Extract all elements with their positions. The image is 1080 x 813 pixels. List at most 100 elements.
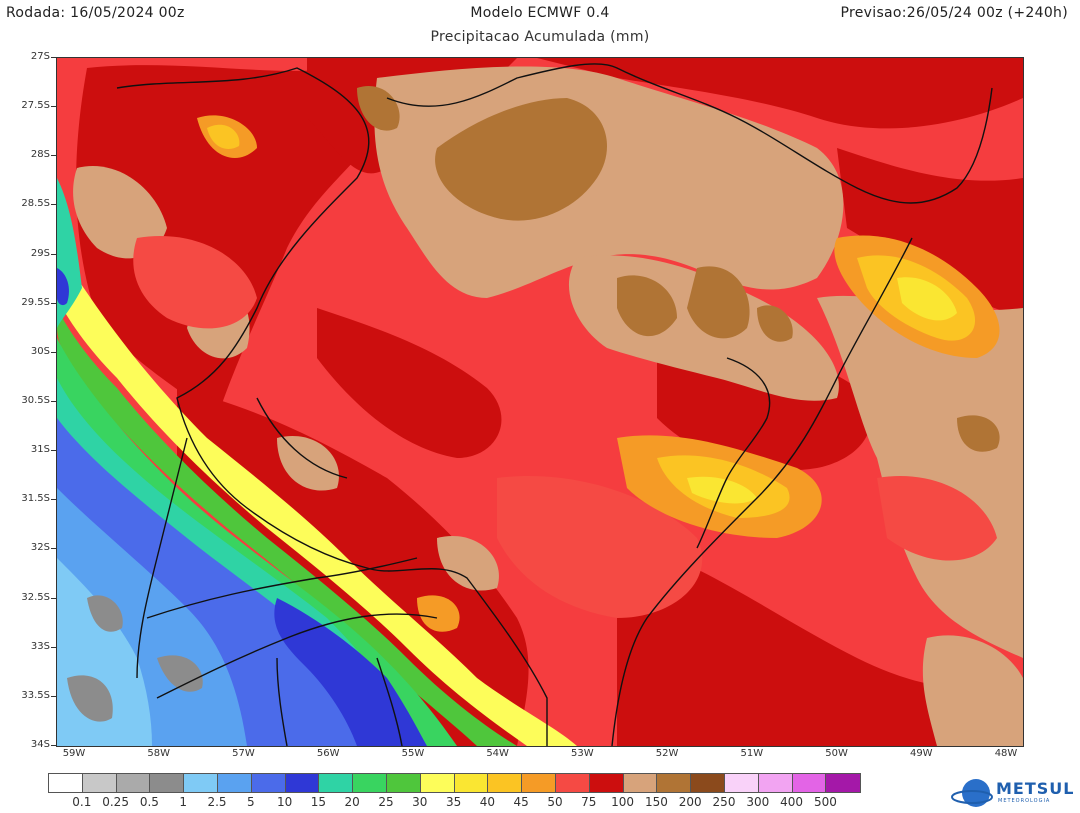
lat-tick — [51, 597, 56, 599]
legend-swatch — [691, 774, 725, 792]
legend-value: 45 — [513, 795, 529, 809]
map-subtitle: Precipitacao Acumulada (mm) — [430, 29, 650, 45]
legend-value: 2.5 — [207, 795, 227, 809]
legend-value: 0.5 — [139, 795, 159, 809]
lat-label: 28S — [30, 149, 50, 161]
legend-value: 100 — [611, 795, 635, 809]
lat-tick — [51, 745, 56, 746]
lon-label: 56W — [316, 748, 340, 759]
lat-label: 32.5S — [21, 591, 50, 603]
legend-swatch — [522, 774, 556, 792]
legend-swatch — [150, 774, 185, 792]
lat-tick — [51, 57, 56, 58]
legend-swatch — [589, 774, 624, 792]
lat-label: 31S — [30, 444, 50, 456]
field-5-10 — [274, 598, 427, 746]
lon-label: 53W — [571, 748, 594, 759]
legend-swatch — [251, 774, 286, 792]
model-title: Modelo ECMWF 0.4 — [470, 5, 610, 21]
legend-swatch — [555, 774, 590, 792]
legend-value: 15 — [310, 795, 327, 809]
legend-swatch — [488, 774, 523, 792]
legend-swatch — [285, 774, 320, 792]
forecast-label: Previsao:26/05/24 00z (+240h) — [840, 5, 1068, 21]
metsul-logo: METSUL METEOROLOGIA — [950, 777, 1075, 809]
legend-swatch — [826, 774, 861, 792]
lat-label: 33S — [30, 640, 50, 652]
legend-value: 200 — [678, 795, 702, 809]
lon-label: 55W — [401, 748, 425, 759]
lon-label: 51W — [740, 748, 764, 759]
lat-tick — [51, 106, 56, 108]
legend-value: 0.1 — [72, 795, 92, 809]
map-canvas — [57, 58, 1023, 746]
lat-label: 29.5S — [21, 296, 50, 308]
legend-swatch — [792, 774, 827, 792]
lon-label: 59W — [62, 748, 86, 759]
political-borders — [116, 63, 993, 746]
lat-label: 29S — [30, 247, 50, 259]
precipitation-legend — [48, 773, 862, 793]
field-0.5-1 — [67, 595, 203, 722]
lon-label: 48W — [994, 748, 1018, 759]
legend-swatch — [217, 774, 252, 792]
lat-tick — [51, 646, 56, 648]
legend-value: 35 — [445, 795, 462, 809]
legend-swatch — [49, 774, 83, 792]
legend-value: 75 — [581, 795, 597, 809]
legend-swatch — [724, 774, 759, 792]
legend-value: 500 — [813, 795, 837, 809]
lon-label: 57W — [232, 748, 255, 759]
lat-label: 32S — [30, 542, 50, 554]
lon-label: 52W — [655, 748, 679, 759]
lat-tick — [51, 155, 56, 157]
legend-value: 10 — [276, 795, 293, 809]
legend-swatch — [184, 774, 218, 792]
lat-tick — [51, 351, 56, 353]
field-30-35 — [57, 278, 577, 746]
legend-value: 5 — [246, 795, 255, 809]
lat-label: 28.5S — [21, 198, 50, 210]
lon-label: 49W — [909, 748, 933, 759]
run-label: Rodada: 16/05/2024 00z — [6, 5, 185, 21]
legend-swatch — [116, 774, 151, 792]
lat-label: 27.5S — [21, 100, 50, 112]
lat-tick — [51, 302, 56, 304]
legend-value: 30 — [412, 795, 428, 809]
legend-value: 0.25 — [102, 795, 129, 809]
field-20-25 — [57, 338, 457, 746]
legend-swatch — [454, 774, 489, 792]
lat-tick — [51, 450, 56, 452]
legend-value: 25 — [378, 795, 394, 809]
legend-swatch — [319, 774, 354, 792]
legend-swatch — [420, 774, 455, 792]
lon-label: 50W — [825, 748, 848, 759]
legend-value: 1 — [179, 795, 188, 809]
legend-value: 250 — [712, 795, 736, 809]
legend-value: 50 — [547, 795, 563, 809]
lat-label: 27S — [30, 51, 50, 62]
legend-swatch — [82, 774, 117, 792]
legend-value: 400 — [780, 795, 804, 809]
field-150-200 — [357, 86, 1000, 452]
legend-value: 40 — [479, 795, 496, 809]
logo-name: METSUL — [996, 779, 1075, 798]
lat-label: 31.5S — [21, 493, 50, 505]
lat-label: 33.5S — [21, 689, 50, 701]
legend-value: 300 — [746, 795, 770, 809]
legend-value: 150 — [644, 795, 668, 809]
legend-swatch — [657, 774, 692, 792]
lat-tick — [51, 695, 56, 697]
legend-swatch — [353, 774, 387, 792]
field-west-min — [57, 268, 69, 306]
lat-label: 30S — [30, 345, 50, 357]
lon-label: 58W — [147, 748, 171, 759]
field-50-75 — [133, 236, 997, 618]
legend-swatch — [386, 774, 421, 792]
lat-tick — [51, 548, 56, 550]
legend-value: 20 — [344, 795, 360, 809]
lon-label: 54W — [486, 748, 509, 759]
globe-icon — [951, 779, 993, 807]
lat-label: 30.5S — [21, 395, 50, 406]
lat-tick — [51, 253, 56, 255]
